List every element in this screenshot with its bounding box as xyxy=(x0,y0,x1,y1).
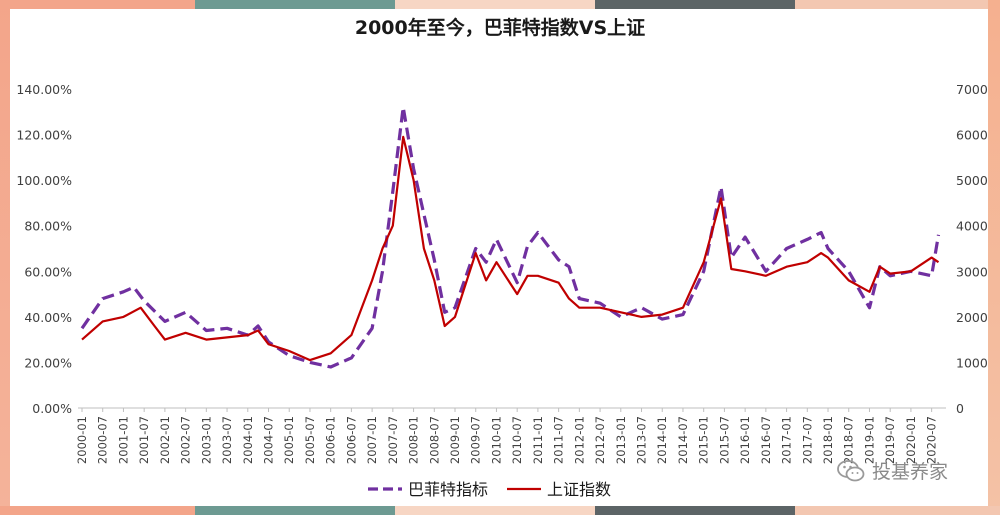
decorative-bottom-band xyxy=(0,506,1000,515)
x-tick-label: 2010-01 xyxy=(489,416,503,464)
x-tick-label: 2003-01 xyxy=(199,416,213,464)
x-tick-label: 2013-01 xyxy=(614,416,628,464)
x-tick-label: 2012-07 xyxy=(593,416,607,464)
x-tick-label: 2014-07 xyxy=(676,416,690,464)
chart-panel xyxy=(10,9,988,506)
right-y-tick-label: 0 xyxy=(956,401,964,416)
x-tick-label: 2005-01 xyxy=(282,416,296,464)
right-y-tick-label: 4000 xyxy=(956,219,988,234)
x-tick-label: 2000-01 xyxy=(75,416,89,464)
x-tick-label: 2002-01 xyxy=(158,416,172,464)
left-y-tick-label: 0.00% xyxy=(32,401,72,416)
chart-title: 2000年至今，巴菲特指数VS上证 xyxy=(355,16,645,39)
right-y-tick-label: 5000 xyxy=(956,173,988,188)
x-tick-label: 2019-07 xyxy=(883,416,897,464)
x-tick-label: 2006-07 xyxy=(344,416,358,464)
x-tick-label: 2008-07 xyxy=(427,416,441,464)
decorative-right-edge xyxy=(988,0,1000,515)
x-tick-label: 2018-01 xyxy=(821,416,835,464)
left-y-tick-label: 40.00% xyxy=(24,310,72,325)
left-y-tick-label: 60.00% xyxy=(24,264,72,279)
x-tick-label: 2016-01 xyxy=(738,416,752,464)
decorative-left-edge xyxy=(0,0,10,515)
x-tick-label: 2005-07 xyxy=(303,416,317,464)
x-tick-label: 2009-01 xyxy=(448,416,462,464)
x-tick-label: 2011-01 xyxy=(531,416,545,464)
x-tick-label: 2020-07 xyxy=(925,416,939,464)
left-y-tick-label: 80.00% xyxy=(24,219,72,234)
left-y-tick-label: 100.00% xyxy=(16,173,72,188)
x-tick-label: 2010-07 xyxy=(510,416,524,464)
watermark: 投基养家 xyxy=(836,457,948,484)
left-y-tick-label: 120.00% xyxy=(16,128,72,143)
x-tick-label: 2001-01 xyxy=(116,416,130,464)
series-line-2 xyxy=(81,135,940,362)
x-tick-label: 2013-07 xyxy=(635,416,649,464)
x-tick-label: 2006-01 xyxy=(324,416,338,464)
x-tick-label: 2008-01 xyxy=(407,416,421,464)
right-y-tick-label: 3000 xyxy=(956,264,988,279)
wechat-icon xyxy=(837,459,865,481)
legend-label-1: 巴菲特指标 xyxy=(408,480,488,499)
series-line-1 xyxy=(80,105,941,369)
left-y-tick-label: 20.00% xyxy=(24,355,72,370)
x-tick-label: 2014-01 xyxy=(655,416,669,464)
watermark-text: 投基养家 xyxy=(872,461,949,483)
right-y-tick-label: 6000 xyxy=(956,128,988,143)
x-tick-label: 2007-07 xyxy=(386,416,400,464)
x-tick-label: 2019-01 xyxy=(862,416,876,464)
right-y-axis: 0 1000 2000 3000 4000 5000 6000 7000 xyxy=(956,82,988,416)
x-tick-label: 2000-07 xyxy=(96,416,110,464)
x-tick-label: 2016-07 xyxy=(759,416,773,464)
left-y-tick-label: 140.00% xyxy=(16,82,72,97)
right-y-tick-label: 2000 xyxy=(956,310,988,325)
left-y-axis: 0.00% 20.00% 40.00% 60.00% 80.00% 100.00% 120.… xyxy=(16,82,72,416)
x-tick-label: 2002-07 xyxy=(179,416,193,464)
x-tick-label: 2009-07 xyxy=(469,416,483,464)
right-y-tick-label: 1000 xyxy=(956,355,988,370)
legend-label-2: 上证指数 xyxy=(547,480,611,499)
x-tick-label: 2004-07 xyxy=(262,416,276,464)
x-tick-label: 2001-07 xyxy=(137,416,151,464)
x-tick-label: 2011-07 xyxy=(552,416,566,464)
decorative-top-band xyxy=(0,0,1000,9)
x-tick-label: 2017-01 xyxy=(780,416,794,464)
right-y-tick-label: 7000 xyxy=(956,82,988,97)
x-tick-label: 2012-01 xyxy=(572,416,586,464)
x-tick-label: 2015-01 xyxy=(697,416,711,464)
x-tick-label: 2003-07 xyxy=(220,416,234,464)
series-layer xyxy=(80,105,941,369)
x-tick-label: 2017-07 xyxy=(800,416,814,464)
x-tick-label: 2020-01 xyxy=(904,416,918,464)
x-tick-label: 2015-07 xyxy=(717,416,731,464)
legend: 巴菲特指标 上证指数 xyxy=(368,480,611,499)
x-tick-label: 2018-07 xyxy=(842,416,856,464)
x-tick-label: 2007-01 xyxy=(365,416,379,464)
x-axis: 2000-01 2000-07 2001-01 2001-07 2002-01 2002-… xyxy=(75,407,946,464)
x-tick-label: 2004-01 xyxy=(241,416,255,464)
